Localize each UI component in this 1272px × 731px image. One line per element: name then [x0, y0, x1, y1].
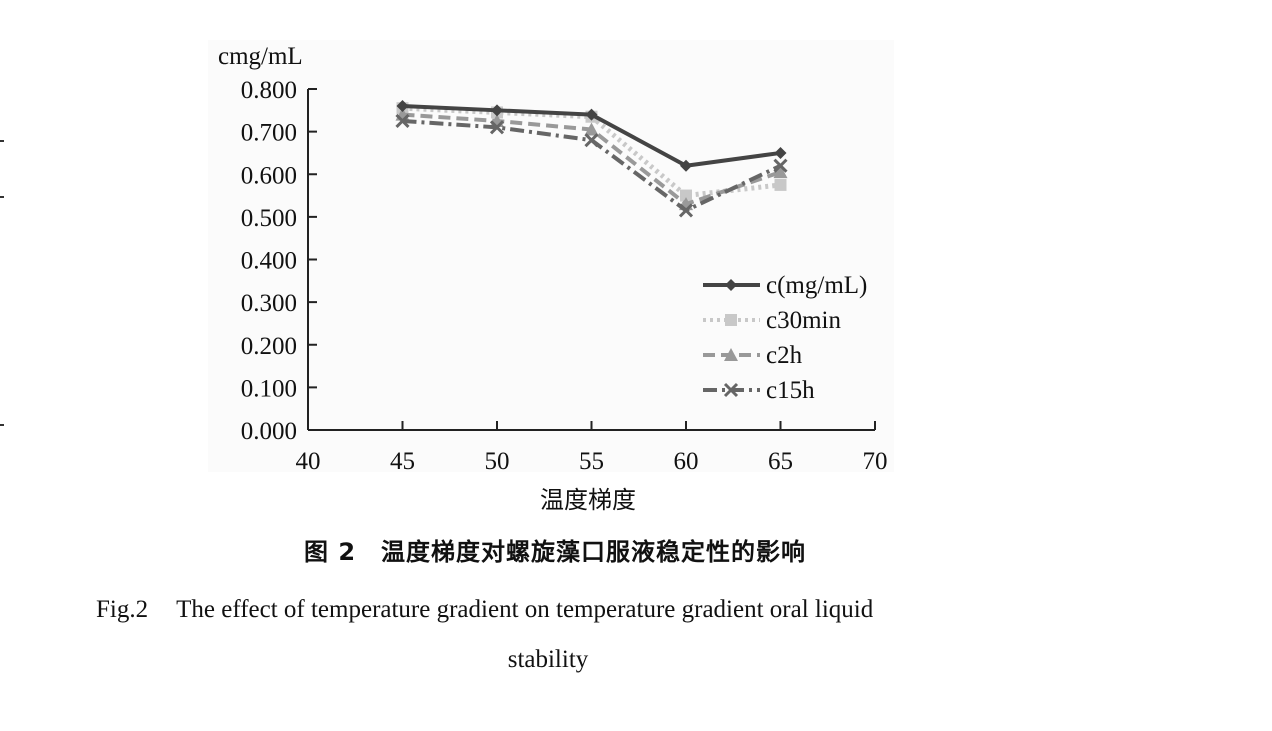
data-point	[773, 158, 788, 173]
y-tick-label: 0.700	[241, 120, 297, 147]
y-tick-label: 0.500	[241, 205, 297, 232]
data-point	[396, 100, 409, 113]
chart-background	[208, 40, 894, 472]
x-axis-label: 温度梯度	[540, 486, 636, 514]
x-tick-label: 55	[579, 448, 604, 475]
x-tick-label: 50	[485, 448, 510, 475]
plot-area	[395, 100, 788, 218]
figure-caption-english: Fig.2 The effect of temperature gradient …	[96, 585, 1016, 685]
y-axis-label: cmg/mL	[218, 43, 303, 70]
y-tick-label: 0.600	[241, 162, 297, 189]
figure-number: Fig.2	[96, 596, 149, 623]
legend-label: c30min	[766, 307, 841, 334]
legend: c(mg/mL) c30min c2h c15h	[703, 272, 867, 404]
caption-text-line1: The effect of temperature gradient on te…	[176, 596, 874, 623]
y-tick-label: 0.400	[241, 248, 297, 275]
margin-mark	[0, 140, 4, 142]
legend-label: c2h	[766, 342, 803, 369]
legend-entry: c(mg/mL)	[703, 272, 867, 299]
figure-caption-chinese: 图 2 温度梯度对螺旋藻口服液稳定性的影响	[303, 538, 807, 566]
legend-marker	[725, 279, 737, 291]
legend-label: c15h	[766, 377, 815, 404]
margin-mark	[0, 196, 4, 198]
data-point	[491, 104, 503, 117]
data-point	[584, 122, 599, 136]
data-point	[680, 189, 692, 202]
y-tick-label: 0.000	[241, 418, 297, 445]
x-tick-label: 40	[296, 448, 321, 475]
caption-text-line2: stability	[507, 646, 589, 673]
y-tick-label: 0.800	[241, 77, 297, 104]
data-point	[680, 159, 692, 172]
data-point	[773, 165, 788, 179]
y-tick-label: 0.100	[241, 375, 297, 402]
margin-mark	[0, 424, 4, 426]
data-point	[489, 120, 505, 135]
axes: 0.000 0.100 0.200 0.300 0.400 0.500 0.600 0.700…	[241, 77, 888, 475]
legend-entry: c30min	[703, 307, 841, 334]
legend-label: c(mg/mL)	[766, 272, 867, 299]
y-tick-label: 0.300	[241, 290, 297, 317]
data-point	[584, 133, 599, 148]
data-point	[774, 178, 787, 191]
x-tick-label: 70	[863, 448, 888, 475]
legend-entry: c2h	[703, 342, 803, 369]
x-tick-label: 60	[674, 448, 699, 475]
x-tick-label: 65	[768, 448, 793, 475]
data-point	[678, 203, 694, 218]
legend-entry: c15h	[703, 377, 815, 404]
x-tick-label: 45	[390, 448, 415, 475]
data-point	[774, 146, 787, 159]
legend-marker	[724, 348, 738, 361]
legend-marker	[725, 314, 737, 326]
y-tick-label: 0.200	[241, 333, 297, 360]
data-point	[585, 108, 598, 121]
series-4	[395, 113, 788, 218]
legend-marker	[723, 382, 739, 398]
series-1	[396, 100, 787, 172]
data-point	[395, 113, 410, 129]
